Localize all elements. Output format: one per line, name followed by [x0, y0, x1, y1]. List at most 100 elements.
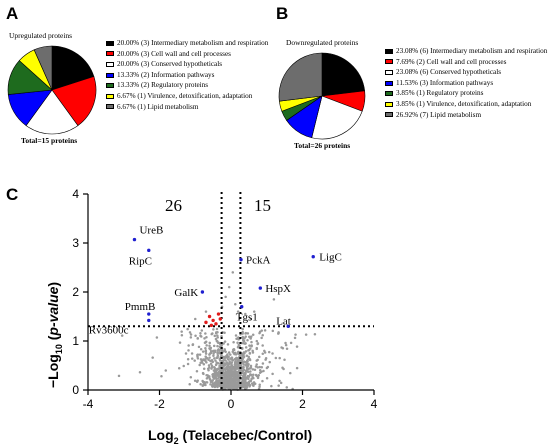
background-point: [196, 336, 199, 340]
pie-chart-downregulated: [278, 52, 366, 140]
background-point: [281, 347, 285, 350]
background-point: [218, 351, 221, 354]
background-point: [247, 355, 250, 359]
background-point: [199, 347, 203, 351]
legend-a-label-1: 20.00% (3) Cell wall and cell processes: [117, 49, 231, 58]
background-point: [220, 343, 224, 347]
background-point: [232, 340, 235, 344]
background-point: [189, 376, 193, 379]
background-point: [213, 357, 216, 360]
background-point: [233, 365, 237, 368]
background-point: [262, 369, 265, 373]
background-point: [242, 368, 246, 372]
background-point: [255, 346, 259, 350]
background-point: [278, 356, 281, 360]
gene-label-galk: GalK: [174, 287, 198, 299]
pie-chart-upregulated: [7, 45, 97, 135]
legend-b-swatch-1: [385, 59, 393, 65]
background-point: [221, 349, 225, 353]
background-point: [217, 370, 221, 373]
x-tick-label: -2: [154, 397, 165, 411]
background-point: [233, 378, 237, 381]
background-point: [188, 331, 192, 334]
background-point: [215, 327, 219, 331]
background-point: [212, 369, 216, 372]
background-point: [218, 345, 222, 349]
panel-label-c: C: [6, 185, 19, 204]
background-point: [211, 382, 215, 385]
background-point: [218, 359, 222, 362]
legend-a-item-3: 13.33% (2) Information pathways: [106, 70, 268, 81]
background-point: [244, 335, 247, 338]
background-point: [231, 271, 235, 274]
background-point: [224, 379, 228, 382]
gene-label-lat: Lat: [276, 315, 291, 327]
background-point: [255, 374, 259, 378]
background-point: [180, 333, 184, 337]
background-point: [213, 374, 217, 378]
background-point: [270, 384, 273, 388]
significant-point: [209, 323, 214, 328]
background-point: [249, 335, 253, 338]
background-point: [228, 369, 232, 373]
background-point: [196, 379, 199, 382]
background-point: [202, 367, 206, 371]
background-point: [235, 375, 239, 379]
background-point: [231, 350, 235, 353]
background-point: [230, 356, 234, 360]
legend-a-label-6: 6.67% (1) Lipid metabolism: [117, 102, 199, 111]
background-point: [267, 350, 271, 354]
background-point: [214, 337, 218, 341]
background-point: [244, 363, 247, 367]
background-point: [294, 333, 297, 336]
background-point: [210, 359, 214, 362]
background-point: [151, 356, 154, 359]
gene-label-ureb: UreB: [139, 225, 163, 237]
background-point: [237, 365, 240, 368]
background-point: [184, 352, 188, 355]
background-point: [258, 369, 262, 372]
background-point: [198, 353, 202, 356]
labeled-point-pmmb: [147, 312, 151, 316]
legend-b-label-1: 7.69% (2) Cell wall and cell processes: [396, 57, 507, 66]
legend-a-label-3: 13.33% (2) Information pathways: [117, 70, 215, 79]
legend-b-item-1: 7.69% (2) Cell wall and cell processes: [385, 57, 547, 68]
background-point: [263, 329, 267, 332]
background-point: [277, 384, 280, 387]
background-point: [271, 352, 274, 355]
background-point: [251, 333, 255, 336]
background-point: [236, 310, 240, 313]
legend-a-item-0: 20.00% (3) Intermediary metabolism and r…: [106, 38, 268, 49]
background-point: [227, 355, 230, 358]
pie-a-title: Upregulated proteins: [9, 31, 73, 40]
background-point: [231, 348, 235, 352]
background-point: [248, 352, 252, 355]
background-point: [268, 360, 271, 364]
background-point: [209, 380, 213, 384]
background-point: [261, 344, 264, 347]
x-tick-label: 4: [371, 397, 378, 411]
pie-a-slice-1: [51, 76, 97, 127]
background-point: [215, 339, 219, 343]
legend-b-item-3: 11.53% (3) Information pathways: [385, 78, 547, 89]
background-point: [223, 340, 227, 343]
background-point: [236, 372, 239, 375]
gene-label-hspx: HspX: [265, 283, 291, 295]
background-point: [237, 336, 240, 339]
legend-b-label-5: 3.85% (1) Virulence, detoxification, ada…: [396, 99, 532, 108]
background-point: [204, 352, 208, 355]
background-point: [224, 295, 227, 299]
background-point: [205, 357, 208, 360]
background-point: [188, 383, 191, 386]
background-point: [248, 373, 252, 376]
background-point: [246, 332, 250, 335]
y-axis-title: −Log10 (p-value): [45, 282, 64, 388]
background-point: [253, 368, 257, 372]
background-point: [225, 381, 228, 384]
background-point: [233, 386, 237, 390]
background-point: [208, 341, 212, 345]
background-point: [258, 355, 261, 359]
background-point: [233, 370, 237, 374]
x-tick-label: 2: [299, 397, 306, 411]
